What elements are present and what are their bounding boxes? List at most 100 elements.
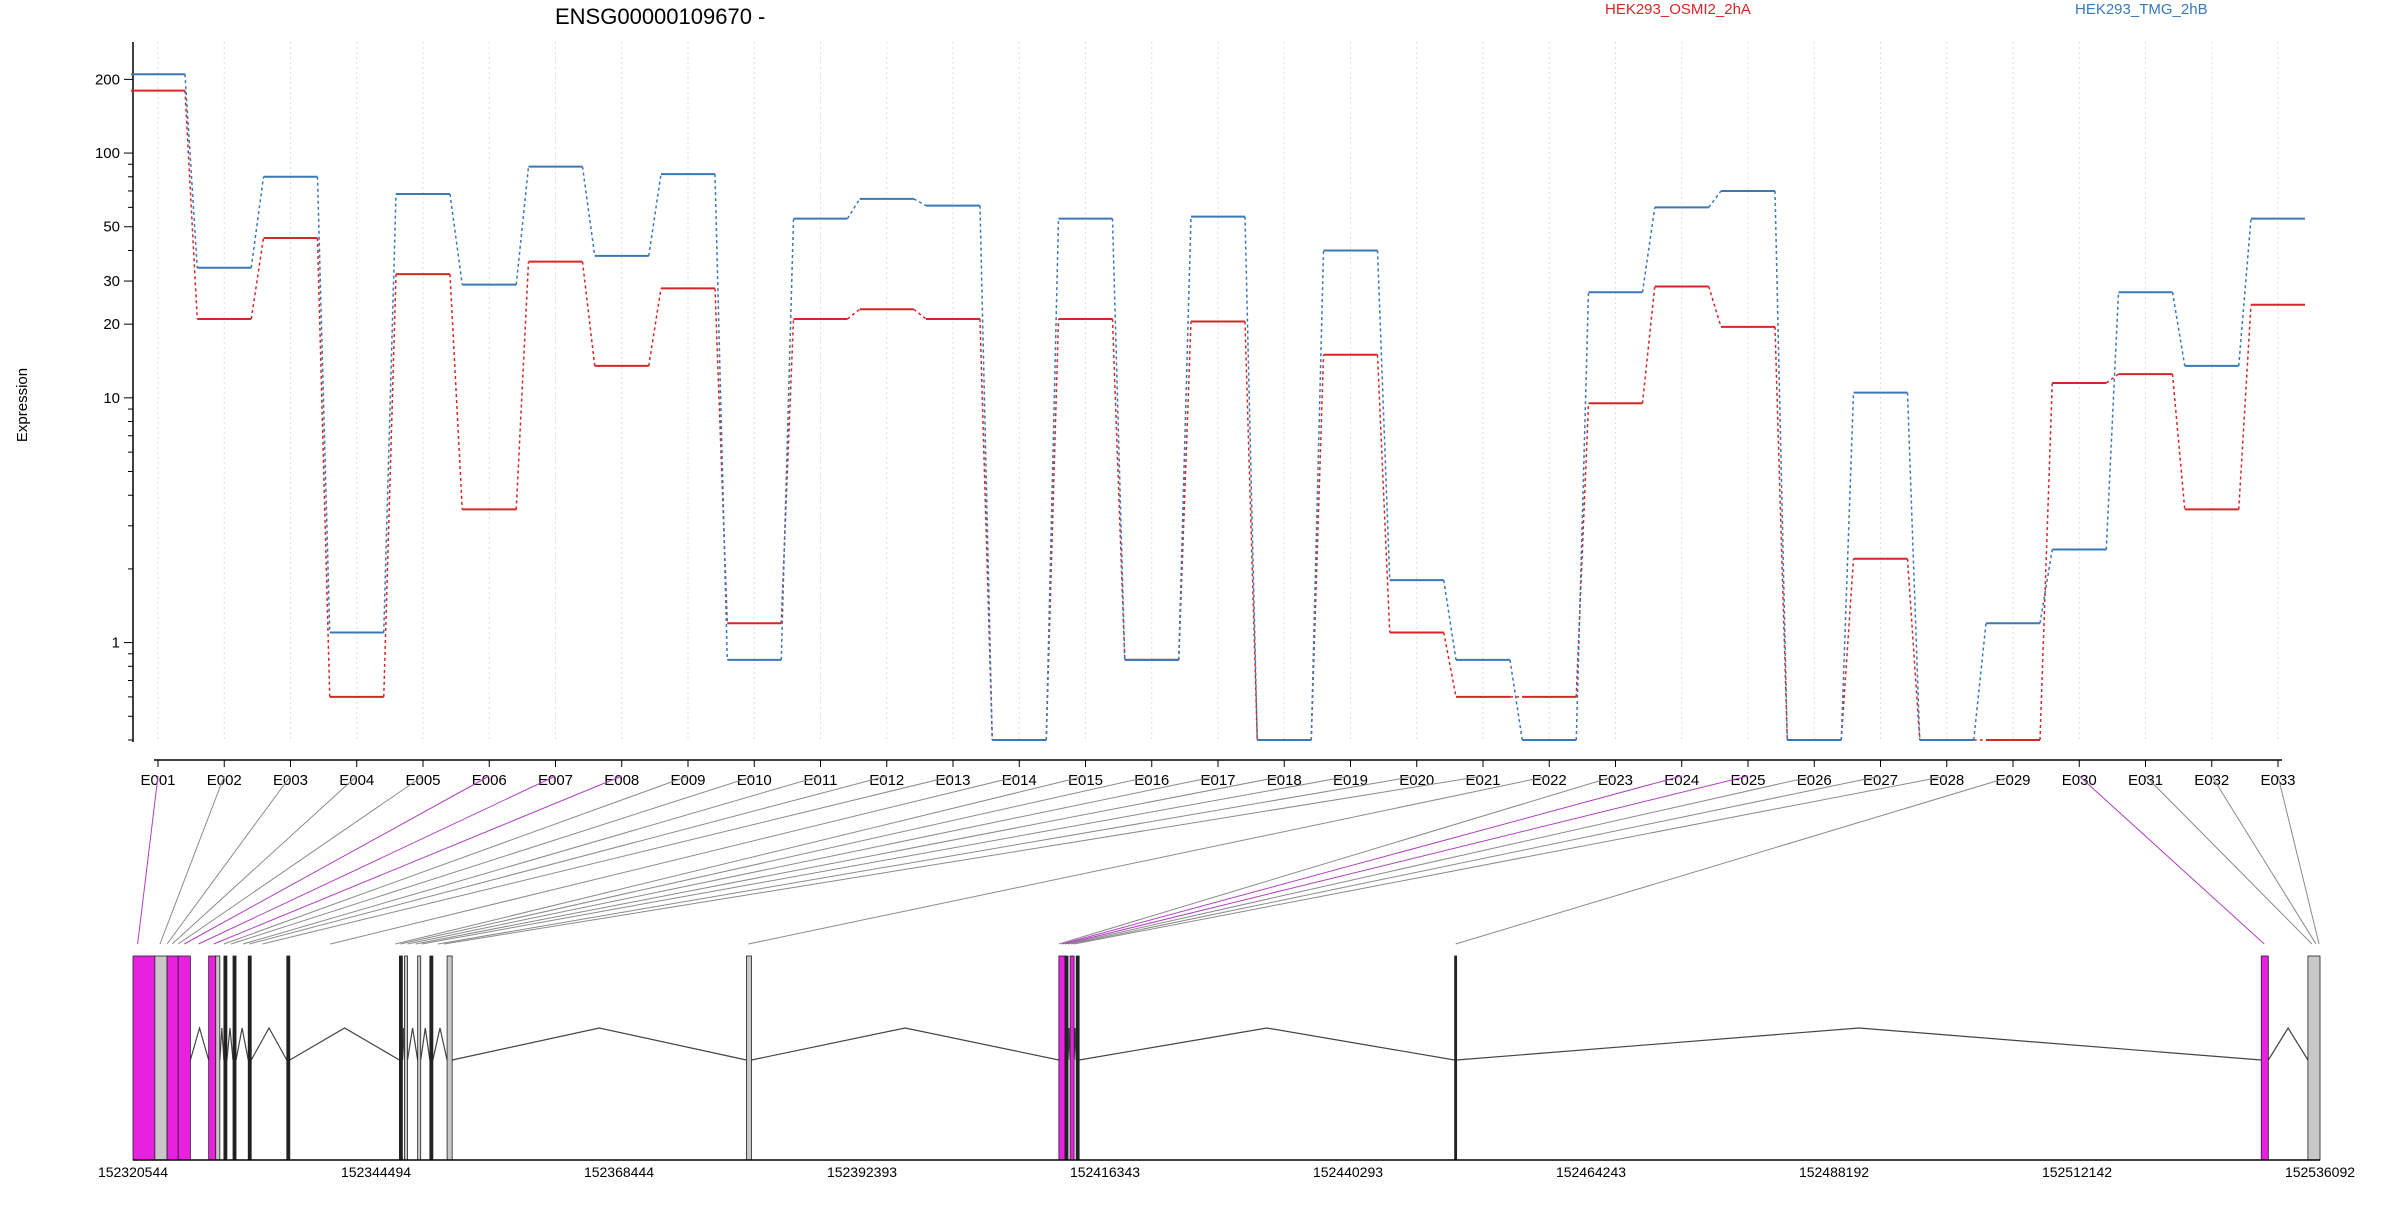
link-tmg-E022 xyxy=(1575,292,1590,741)
link-osmi-E017 xyxy=(1244,321,1258,741)
link-osmi-E031 xyxy=(2171,374,2186,510)
x-tick-label-E006: E006 xyxy=(472,772,507,789)
connector-E007 xyxy=(198,775,556,945)
exon-block xyxy=(746,955,752,1161)
connector-E026 xyxy=(1067,775,1815,945)
exon-block xyxy=(166,955,179,1161)
x-tick-label-E016: E016 xyxy=(1134,772,1169,789)
link-tmg-E008 xyxy=(648,174,662,257)
y-tick-label-30: 30 xyxy=(103,273,120,290)
x-tick-label-E021: E021 xyxy=(1465,772,1500,789)
connector-E023 xyxy=(1058,775,1616,945)
axes: 1 10 20 30 50 100 200 E001 E002 E003 E004 E005 E006 E… xyxy=(95,42,2296,789)
connector-E016 xyxy=(400,775,1152,945)
genomic-tick-label: 152512142 xyxy=(2042,1164,2112,1180)
chart-title: ENSG00000109670 - xyxy=(555,4,765,29)
link-osmi-E022 xyxy=(1575,403,1590,697)
genomic-tick-label: 152416343 xyxy=(1070,1164,1140,1180)
y-tick-label-100: 100 xyxy=(95,145,120,162)
x-tick-label-E008: E008 xyxy=(604,772,639,789)
connector-E028 xyxy=(1074,775,1947,945)
exon-block xyxy=(1064,955,1069,1161)
x-tick-label-E022: E022 xyxy=(1532,772,1567,789)
connector-E022 xyxy=(748,775,1550,945)
link-tmg-E018 xyxy=(1310,250,1325,741)
exon-block xyxy=(398,955,403,1161)
link-tmg-E028 xyxy=(1973,623,1987,741)
link-osmi-E026 xyxy=(1840,558,1855,741)
connector-E020 xyxy=(437,775,1417,945)
connector-E024 xyxy=(1061,775,1682,945)
link-osmi-E024 xyxy=(1708,286,1722,328)
link-tmg-E031 xyxy=(2171,292,2186,367)
link-osmi-E007 xyxy=(581,261,596,367)
exon-block xyxy=(232,955,237,1161)
connector-E029 xyxy=(1455,775,2014,945)
exon-block xyxy=(429,955,434,1161)
intron-line xyxy=(432,1027,448,1061)
link-osmi-E005 xyxy=(449,274,463,510)
link-osmi-E018 xyxy=(1310,354,1325,741)
intron-line xyxy=(1079,1027,1455,1061)
link-tmg-E030 xyxy=(2105,292,2120,550)
x-tick-label-E031: E031 xyxy=(2128,772,2163,789)
intron-line xyxy=(420,1027,431,1061)
genomic-tick-label: 152440293 xyxy=(1313,1164,1383,1180)
connector-E017 xyxy=(407,775,1219,945)
genomic-tick-label: 152464243 xyxy=(1556,1164,1626,1180)
connector-E012 xyxy=(249,775,887,945)
link-tmg-E025 xyxy=(1774,190,1788,741)
y-tick-label-50: 50 xyxy=(103,219,120,236)
x-tick-label-E012: E012 xyxy=(869,772,904,789)
connector-E011 xyxy=(243,775,821,945)
link-tmg-E021 xyxy=(1509,659,1523,741)
legend-entry-osmi: HEK293_OSMI2_2hA xyxy=(1605,1,1751,18)
x-tick-label-E028: E028 xyxy=(1929,772,1964,789)
legend-entry-tmg: HEK293_TMG_2hB xyxy=(2075,1,2208,18)
intron-line xyxy=(226,1027,234,1061)
exon-block xyxy=(1069,955,1075,1161)
link-tmg-E002 xyxy=(250,176,265,268)
gene-model xyxy=(132,955,2321,1161)
exon-block xyxy=(2307,955,2321,1161)
x-tick-label-E001: E001 xyxy=(140,772,175,789)
link-tmg-E014 xyxy=(1045,218,1060,741)
link-tmg-E024 xyxy=(1708,190,1722,208)
genomic-tick-label: 152320544 xyxy=(98,1164,168,1180)
x-tick-label-E025: E025 xyxy=(1730,772,1765,789)
link-osmi-E019 xyxy=(1376,354,1391,633)
intron-line xyxy=(235,1027,249,1061)
connector-E003 xyxy=(166,775,291,945)
genomic-tick-label: 152344494 xyxy=(341,1164,411,1180)
x-tick-label-E019: E019 xyxy=(1333,772,1368,789)
link-osmi-E004 xyxy=(383,274,397,697)
link-osmi-E008 xyxy=(648,288,662,367)
link-tmg-E006 xyxy=(515,166,530,285)
connector-E030 xyxy=(2078,775,2265,945)
connector-E027 xyxy=(1070,775,1881,945)
connector-E014 xyxy=(330,775,1020,945)
exon-block xyxy=(208,955,217,1161)
link-tmg-E007 xyxy=(581,166,596,257)
intron-line xyxy=(406,1027,419,1061)
link-osmi-E023 xyxy=(1641,286,1656,404)
link-tmg-E017 xyxy=(1244,216,1258,741)
link-tmg-E003 xyxy=(316,176,331,633)
x-tick-label-E009: E009 xyxy=(670,772,705,789)
link-tmg-E001 xyxy=(184,74,198,268)
x-tick-label-E026: E026 xyxy=(1797,772,1832,789)
link-osmi-E014 xyxy=(1045,318,1060,741)
y-axis-label: Expression xyxy=(14,368,31,442)
connector-E004 xyxy=(171,775,358,945)
link-tmg-E011 xyxy=(846,198,861,219)
genomic-tick-label: 152392393 xyxy=(827,1164,897,1180)
intron-line xyxy=(219,1027,225,1061)
link-tmg-E012 xyxy=(913,198,927,207)
exon-block xyxy=(154,955,168,1161)
x-tick-label-E027: E027 xyxy=(1863,772,1898,789)
genomic-tick-label: 152536092 xyxy=(2285,1164,2355,1180)
exon-block xyxy=(223,955,228,1161)
exon-block xyxy=(2260,955,2269,1161)
intron-line xyxy=(1456,1027,2262,1061)
